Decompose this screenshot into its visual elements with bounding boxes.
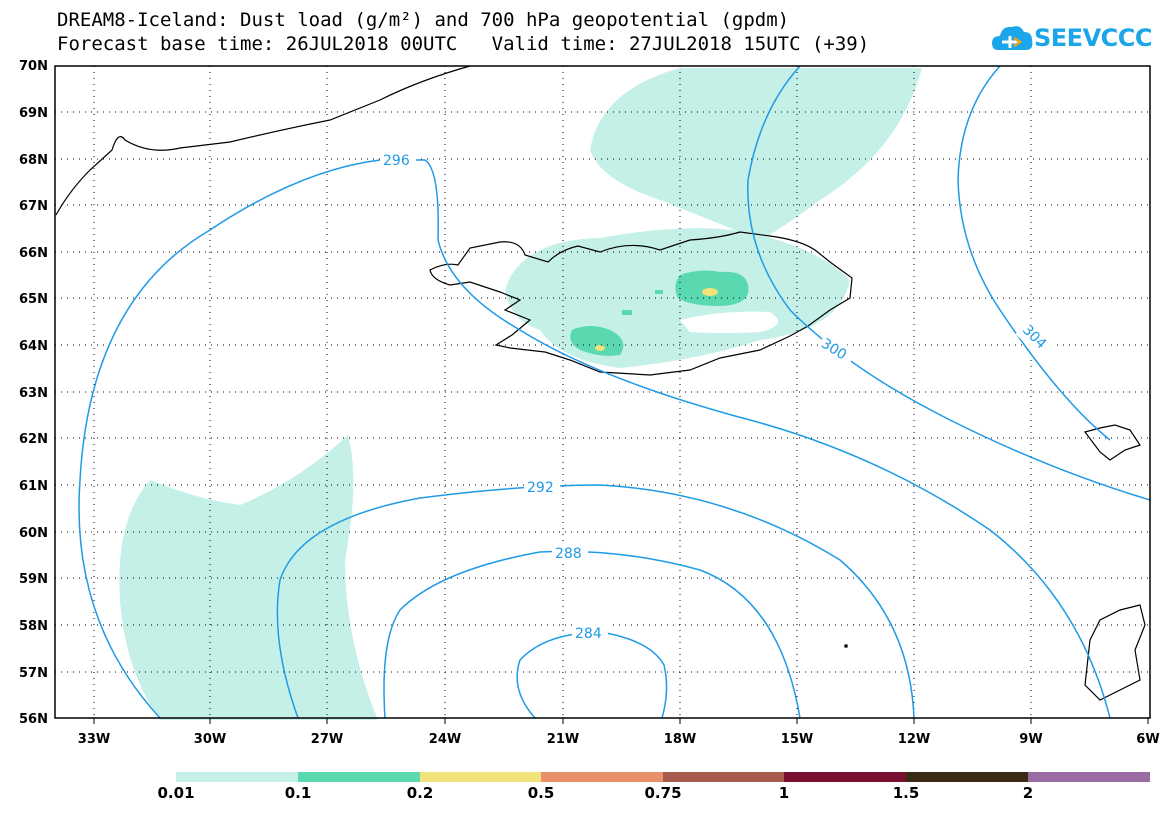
lon-label: 21W [547, 732, 579, 747]
iceland-coast [429, 231, 853, 376]
lon-label: 33W [78, 732, 110, 747]
lat-label: 61N [19, 479, 48, 494]
lon-label: 6W [1136, 732, 1159, 747]
colorbar-label: 1.5 [892, 784, 920, 802]
seevccc-logo [992, 26, 1033, 50]
colorbar-label: 0.01 [157, 784, 195, 802]
contour-284 [516, 631, 668, 719]
lat-label: 63N [19, 386, 48, 401]
contour-label-296: 296 [383, 153, 410, 169]
cloud-icon [992, 26, 1033, 50]
lat-label: 62N [19, 432, 48, 447]
colorbar-label: 0.2 [406, 784, 434, 802]
colorbar-label: 2 [1022, 784, 1034, 802]
colorbar-segment [663, 772, 784, 782]
lon-label: 30W [194, 732, 226, 747]
lat-label: 66N [19, 246, 48, 261]
map-frame [54, 65, 1151, 719]
colorbar-segment [298, 772, 420, 782]
logo-text: SEEVCCC [1034, 24, 1153, 52]
lon-label: 9W [1019, 732, 1042, 747]
lon-label: 15W [781, 732, 813, 747]
contour-label-292: 292 [527, 480, 554, 496]
lat-label: 65N [19, 292, 48, 307]
lat-label: 69N [19, 106, 48, 121]
colorbar-label: 0.1 [284, 784, 312, 802]
colorbar [176, 772, 1150, 782]
lon-label: 24W [429, 732, 461, 747]
contour-296 [78, 159, 1111, 719]
lon-label: 12W [898, 732, 930, 747]
colorbar-segment [176, 772, 298, 782]
lat-label: 60N [19, 526, 48, 541]
colorbar-segment [784, 772, 906, 782]
gridlines [55, 66, 1150, 718]
contour-label-288: 288 [555, 546, 582, 562]
lat-label: 58N [19, 619, 48, 634]
lat-label: 56N [19, 712, 48, 727]
clear-area-iceland [680, 311, 778, 333]
forecast-time-subtitle: Forecast base time: 26JUL2018 00UTC Vali… [57, 33, 870, 55]
colorbar-segment [1028, 772, 1150, 782]
scotland-coast [1084, 604, 1146, 701]
lat-label: 70N [19, 59, 48, 74]
dust-shading [119, 68, 922, 720]
colorbar-segment [906, 772, 1028, 782]
colorbar-label: 0.5 [527, 784, 555, 802]
colorbar-segment [541, 772, 663, 782]
dust-peak-north [702, 288, 718, 296]
colorbar-label: 1 [778, 784, 790, 802]
lat-label: 68N [19, 153, 48, 168]
contour-300 [747, 65, 1151, 501]
greenland-coast [55, 65, 471, 216]
dust-area-iceland [505, 228, 850, 368]
map-title: DREAM8-Iceland: Dust load (g/m²) and 700… [57, 9, 790, 31]
dust-area-north [590, 68, 922, 240]
contour-292 [276, 484, 915, 719]
coastlines [55, 65, 1146, 701]
colorbar-segment [420, 772, 541, 782]
faroe-coast [1083, 424, 1141, 461]
lat-label: 59N [19, 572, 48, 587]
colorbar-label: 0.75 [644, 784, 682, 802]
lon-label: 18W [664, 732, 696, 747]
lat-label: 64N [19, 339, 48, 354]
dust-peak-south [595, 345, 605, 351]
dust-area-southwest [119, 435, 378, 720]
dust-patch-south-iceland [570, 326, 624, 356]
contour-304 [957, 65, 1111, 441]
contour-label-284: 284 [575, 626, 602, 642]
lat-label: 67N [19, 199, 48, 214]
lat-label: 57N [19, 666, 48, 681]
lon-label: 27W [311, 732, 343, 747]
